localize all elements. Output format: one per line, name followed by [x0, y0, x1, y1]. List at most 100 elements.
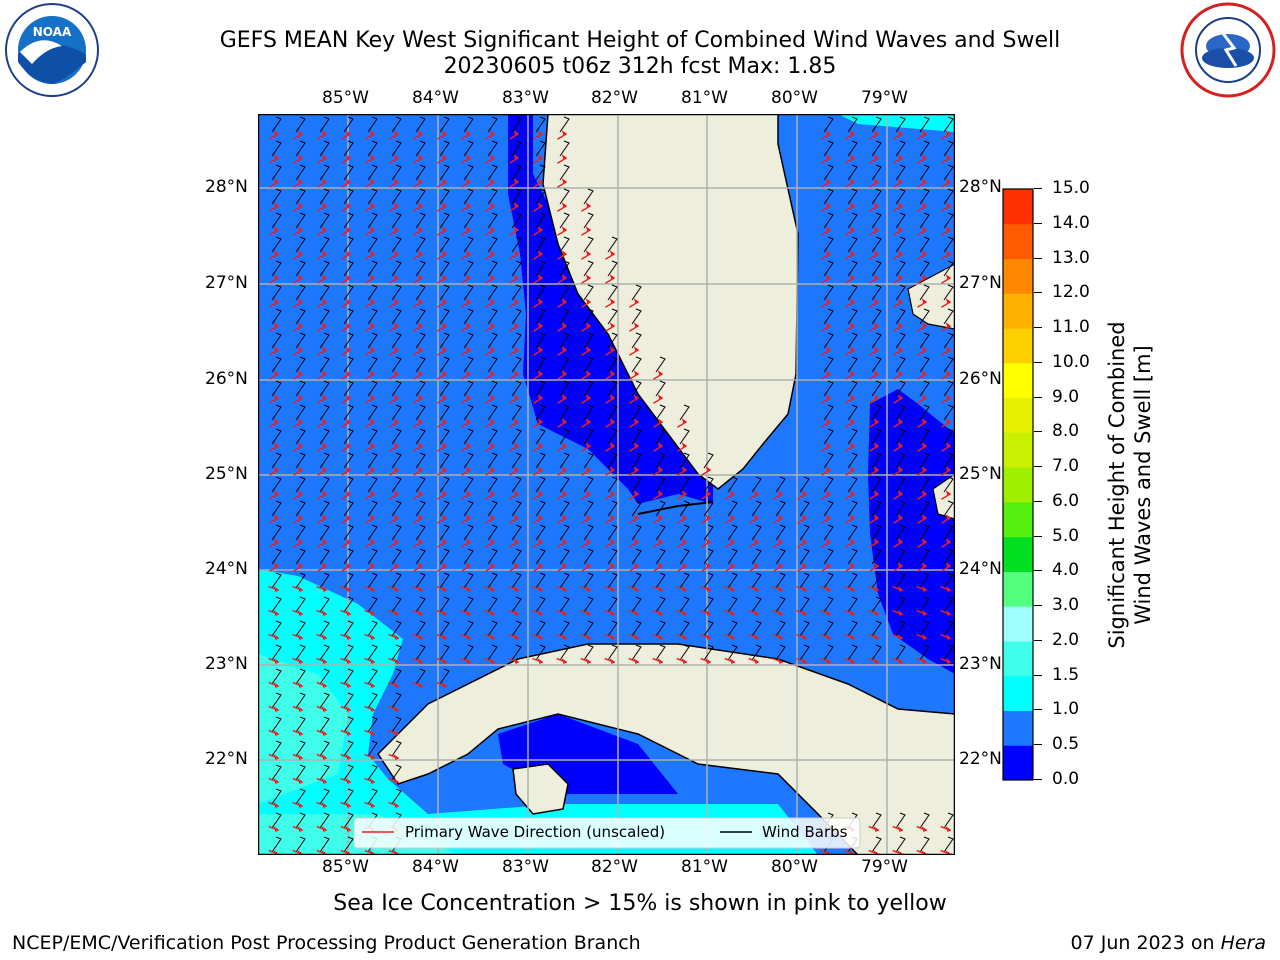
wind-barb	[607, 620, 618, 637]
wind-barb	[535, 212, 546, 229]
wind-barb	[871, 620, 882, 637]
wave-arrow-head	[345, 514, 352, 520]
wave-arrow-head	[489, 634, 496, 640]
wind-barb	[295, 644, 306, 661]
wave-arrow-head	[297, 538, 304, 544]
wind-barb	[511, 500, 522, 517]
wind-barb	[271, 380, 282, 397]
wave-arrow-head	[369, 418, 376, 424]
wind-barb	[607, 524, 618, 541]
wind-barb	[391, 692, 402, 709]
wave-arrow-head	[369, 706, 376, 712]
wind-barb	[775, 596, 786, 613]
wave-arrow-head	[369, 154, 376, 160]
wind-barb	[679, 404, 690, 421]
colorbar-tick-mark	[1034, 327, 1042, 329]
wind-barb	[631, 380, 642, 397]
wind-barb	[415, 284, 426, 301]
wave-arrow-head	[825, 130, 832, 136]
wave-arrow-head	[465, 418, 472, 424]
wave-arrow-head	[633, 322, 640, 328]
wind-barb	[295, 380, 306, 397]
wave-arrow-head	[585, 538, 592, 544]
wind-barb	[871, 596, 882, 613]
wave-arrow-head	[561, 154, 568, 160]
wind-barb	[271, 164, 282, 181]
wave-band-00-05	[508, 114, 713, 504]
wind-barb	[439, 212, 450, 229]
wind-barb	[535, 524, 546, 541]
wave-arrow-head	[393, 706, 400, 712]
wave-arrow-head	[321, 442, 328, 448]
wind-barb	[415, 116, 426, 133]
wind-barb	[367, 500, 378, 517]
wave-arrow-head	[489, 610, 496, 616]
wind-barb	[271, 620, 282, 637]
wave-arrow-head	[681, 514, 688, 520]
wave-arrow-head	[369, 562, 376, 568]
wave-arrow-head	[825, 514, 832, 520]
wind-barb	[943, 836, 954, 853]
colorbar-label-line1: Significant Height of Combined	[1105, 321, 1129, 649]
wind-barb	[583, 212, 594, 229]
wave-arrow-head	[561, 226, 568, 232]
wind-barb	[391, 740, 402, 757]
wave-arrow-head	[537, 394, 544, 400]
wind-barb	[391, 524, 402, 541]
wave-arrow-head	[633, 562, 640, 568]
wave-arrow-head	[705, 538, 712, 544]
wave-arrow-head	[921, 346, 928, 352]
wave-arrow-head	[441, 178, 448, 184]
wave-arrow-head	[297, 154, 304, 160]
wave-arrow-head	[321, 658, 328, 664]
wave-arrow-head	[705, 610, 712, 616]
wind-barb	[559, 644, 570, 661]
wave-arrow-head	[537, 418, 544, 424]
wind-barb	[895, 140, 906, 157]
wind-barb	[463, 596, 474, 613]
wind-barb	[823, 116, 834, 133]
wave-arrow-head	[729, 538, 736, 544]
wind-barb	[439, 260, 450, 277]
wave-arrow-head	[873, 586, 880, 592]
colorbar-segment	[1003, 432, 1033, 468]
wave-arrow-head	[297, 442, 304, 448]
wave-arrow-head	[441, 562, 448, 568]
wind-barb	[583, 500, 594, 517]
wind-barb	[439, 452, 450, 469]
wave-arrow-head	[321, 274, 328, 280]
wave-arrow-head	[921, 586, 928, 592]
wave-arrow-head	[849, 274, 856, 280]
wave-arrow-head	[393, 634, 400, 640]
colorbar-tick-label: 14.0	[1052, 212, 1090, 233]
wave-arrow-head	[897, 490, 904, 496]
wind-barb	[895, 644, 906, 661]
wind-barb	[559, 212, 570, 229]
wave-arrow-head	[273, 538, 280, 544]
wind-barb	[823, 524, 834, 541]
wave-arrow-head	[633, 298, 640, 304]
wave-arrow-head	[441, 538, 448, 544]
wave-arrow-head	[321, 730, 328, 736]
wind-barb	[583, 404, 594, 421]
wave-arrow-head	[921, 226, 928, 232]
wave-arrow-head	[297, 658, 304, 664]
wave-arrow-head	[705, 490, 712, 496]
lon-label-bottom-80: 80°W	[771, 857, 818, 877]
wave-arrow-head	[849, 154, 856, 160]
wind-barb	[607, 356, 618, 373]
wave-arrow-head	[657, 514, 664, 520]
wave-arrow-head	[513, 178, 520, 184]
wave-arrow-head	[921, 610, 928, 616]
wind-barb	[583, 524, 594, 541]
wind-barb	[343, 284, 354, 301]
wind-barb	[943, 140, 954, 157]
wave-arrow-head	[561, 346, 568, 352]
wind-barb	[559, 332, 570, 349]
wave-arrow-head	[465, 178, 472, 184]
wave-arrow-head	[321, 562, 328, 568]
wave-arrow-head	[393, 802, 400, 808]
wind-barb	[847, 596, 858, 613]
wave-arrow-head	[321, 682, 328, 688]
wind-barb	[535, 236, 546, 253]
